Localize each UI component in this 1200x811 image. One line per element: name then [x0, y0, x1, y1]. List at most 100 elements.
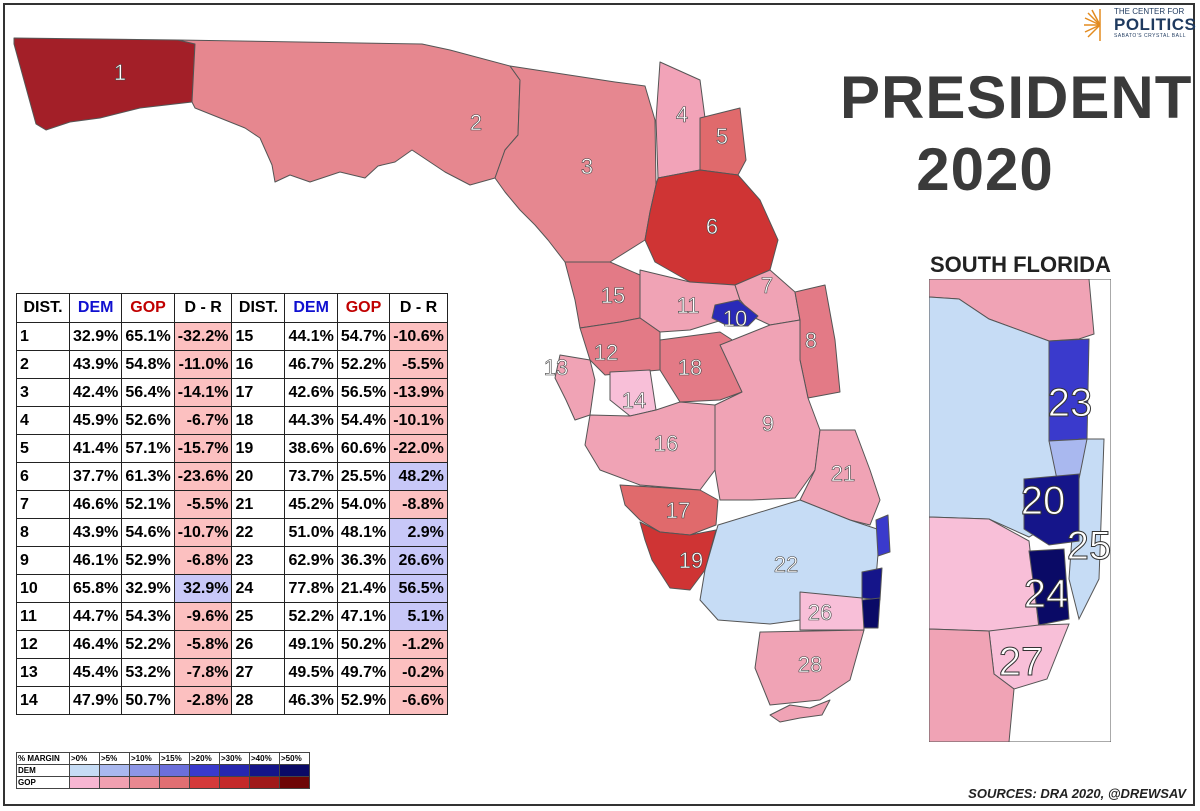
table-header-row: DIST. DEM GOP D - R DIST. DEM GOP D - R — [16, 293, 448, 323]
cell-gop: 52.2% — [121, 630, 175, 659]
inset-label-23: 23 — [1048, 381, 1093, 425]
inset-district-24 — [1028, 548, 1070, 626]
title-line2: 2020 — [916, 136, 1054, 203]
district-1 — [13, 37, 196, 131]
cell-dem: 49.1% — [284, 630, 338, 659]
cell-dem: 46.3% — [284, 686, 338, 715]
cell-dist: 19 — [231, 434, 286, 463]
cell-dem: 46.4% — [68, 630, 123, 659]
logo-line1: THE CENTER FOR — [1114, 7, 1185, 16]
legend-gop-swatch — [219, 776, 250, 789]
cell-dist: 14 — [16, 686, 70, 715]
table-row: 12 46.4% 52.2% -5.8% 26 49.1% 50.2% -1.2% — [16, 630, 448, 659]
legend-dem-swatch — [249, 764, 280, 777]
cell-dem: 65.8% — [68, 574, 123, 603]
cell-margin: -5.5% — [173, 490, 233, 519]
cell-margin: -13.9% — [389, 378, 448, 407]
cell-gop: 53.2% — [121, 658, 175, 687]
cell-dem: 45.9% — [68, 406, 123, 435]
district-21 — [799, 429, 881, 526]
cell-margin: -6.8% — [173, 546, 233, 575]
cell-gop: 52.9% — [336, 686, 391, 715]
cell-margin: 32.9% — [173, 574, 233, 603]
cell-dem: 44.3% — [284, 406, 338, 435]
cell-dist: 7 — [16, 490, 70, 519]
district-19 — [639, 521, 717, 591]
header-margin-2: D - R — [389, 293, 448, 323]
district-10 — [711, 299, 759, 327]
legend-gop-swatch — [189, 776, 220, 789]
district-13 — [554, 354, 596, 421]
cell-dist: 18 — [231, 406, 286, 435]
cell-gop: 61.3% — [121, 462, 175, 491]
cell-dist: 20 — [231, 462, 286, 491]
table-row: 11 44.7% 54.3% -9.6% 25 52.2% 47.1% 5.1% — [16, 602, 448, 631]
district-18 — [659, 331, 743, 403]
cell-gop: 32.9% — [121, 574, 175, 603]
cell-dem: 44.1% — [284, 322, 338, 351]
cell-margin: -6.7% — [173, 406, 233, 435]
table-row: 7 46.6% 52.1% -5.5% 21 45.2% 54.0% -8.8% — [16, 490, 448, 519]
district-15 — [564, 261, 641, 329]
cell-gop: 60.6% — [336, 434, 391, 463]
cell-margin: -0.2% — [389, 658, 448, 687]
cell-dem: 62.9% — [284, 546, 338, 575]
cell-margin: 5.1% — [389, 602, 448, 631]
cell-margin: -5.8% — [173, 630, 233, 659]
inset-title: SOUTH FLORIDA — [930, 252, 1111, 277]
results-table: DIST. DEM GOP D - R DIST. DEM GOP D - R … — [16, 293, 448, 715]
cell-dist: 4 — [16, 406, 70, 435]
district-28 — [754, 629, 865, 706]
legend-dem-label: DEM — [16, 764, 70, 777]
cell-dem: 47.9% — [68, 686, 123, 715]
cell-dem: 41.4% — [68, 434, 123, 463]
cell-dem: 37.7% — [68, 462, 123, 491]
cell-dist: 3 — [16, 378, 70, 407]
margin-legend: % MARGIN >0% >5% >10% >15% >20% >30% >40% >50% D… — [16, 752, 310, 789]
district-24-strip — [861, 597, 881, 629]
cell-gop: 50.7% — [121, 686, 175, 715]
header-gop: GOP — [121, 293, 175, 323]
cell-margin: -10.7% — [173, 518, 233, 547]
cell-dist: 17 — [231, 378, 286, 407]
cell-gop: 21.4% — [336, 574, 391, 603]
legend-bin-label: >40% — [249, 752, 280, 765]
cell-dist: 9 — [16, 546, 70, 575]
cell-dist: 21 — [231, 490, 286, 519]
district-9 — [714, 319, 821, 501]
cell-dist: 26 — [231, 630, 286, 659]
cell-margin: -11.0% — [173, 350, 233, 379]
cell-margin: -8.8% — [389, 490, 448, 519]
cell-dist: 23 — [231, 546, 286, 575]
cell-gop: 52.1% — [121, 490, 175, 519]
legend-bin-label: >0% — [69, 752, 100, 765]
inset-district-20 — [1023, 473, 1080, 546]
cell-gop: 52.6% — [121, 406, 175, 435]
cell-dem: 42.6% — [284, 378, 338, 407]
cell-dem: 77.8% — [284, 574, 338, 603]
cell-gop: 57.1% — [121, 434, 175, 463]
cell-dist: 13 — [16, 658, 70, 687]
sources-note: SOURCES: DRA 2020, @DREWSAV — [968, 786, 1186, 801]
table-row: 9 46.1% 52.9% -6.8% 23 62.9% 36.3% 26.6% — [16, 546, 448, 575]
cell-dist: 1 — [16, 322, 70, 351]
legend-gop-swatch — [249, 776, 280, 789]
table-row: 13 45.4% 53.2% -7.8% 27 49.5% 49.7% -0.2% — [16, 658, 448, 687]
cell-dem: 43.9% — [68, 518, 123, 547]
page-title: PRESIDENT 2020 — [840, 62, 1191, 206]
legend-gop-swatch — [69, 776, 100, 789]
cell-gop: 54.6% — [121, 518, 175, 547]
cell-dem: 51.0% — [284, 518, 338, 547]
legend-gop-swatch — [279, 776, 310, 789]
cell-gop: 25.5% — [336, 462, 391, 491]
table-row: 6 37.7% 61.3% -23.6% 20 73.7% 25.5% 48.2% — [16, 462, 448, 491]
legend-bin-label: >10% — [129, 752, 160, 765]
legend-bin-label: >30% — [219, 752, 250, 765]
cell-margin: 26.6% — [389, 546, 448, 575]
cell-margin: -22.0% — [389, 434, 448, 463]
cell-margin: -32.2% — [173, 322, 233, 351]
cell-dist: 22 — [231, 518, 286, 547]
legend-gop-swatch — [99, 776, 130, 789]
cell-dist: 15 — [231, 322, 286, 351]
